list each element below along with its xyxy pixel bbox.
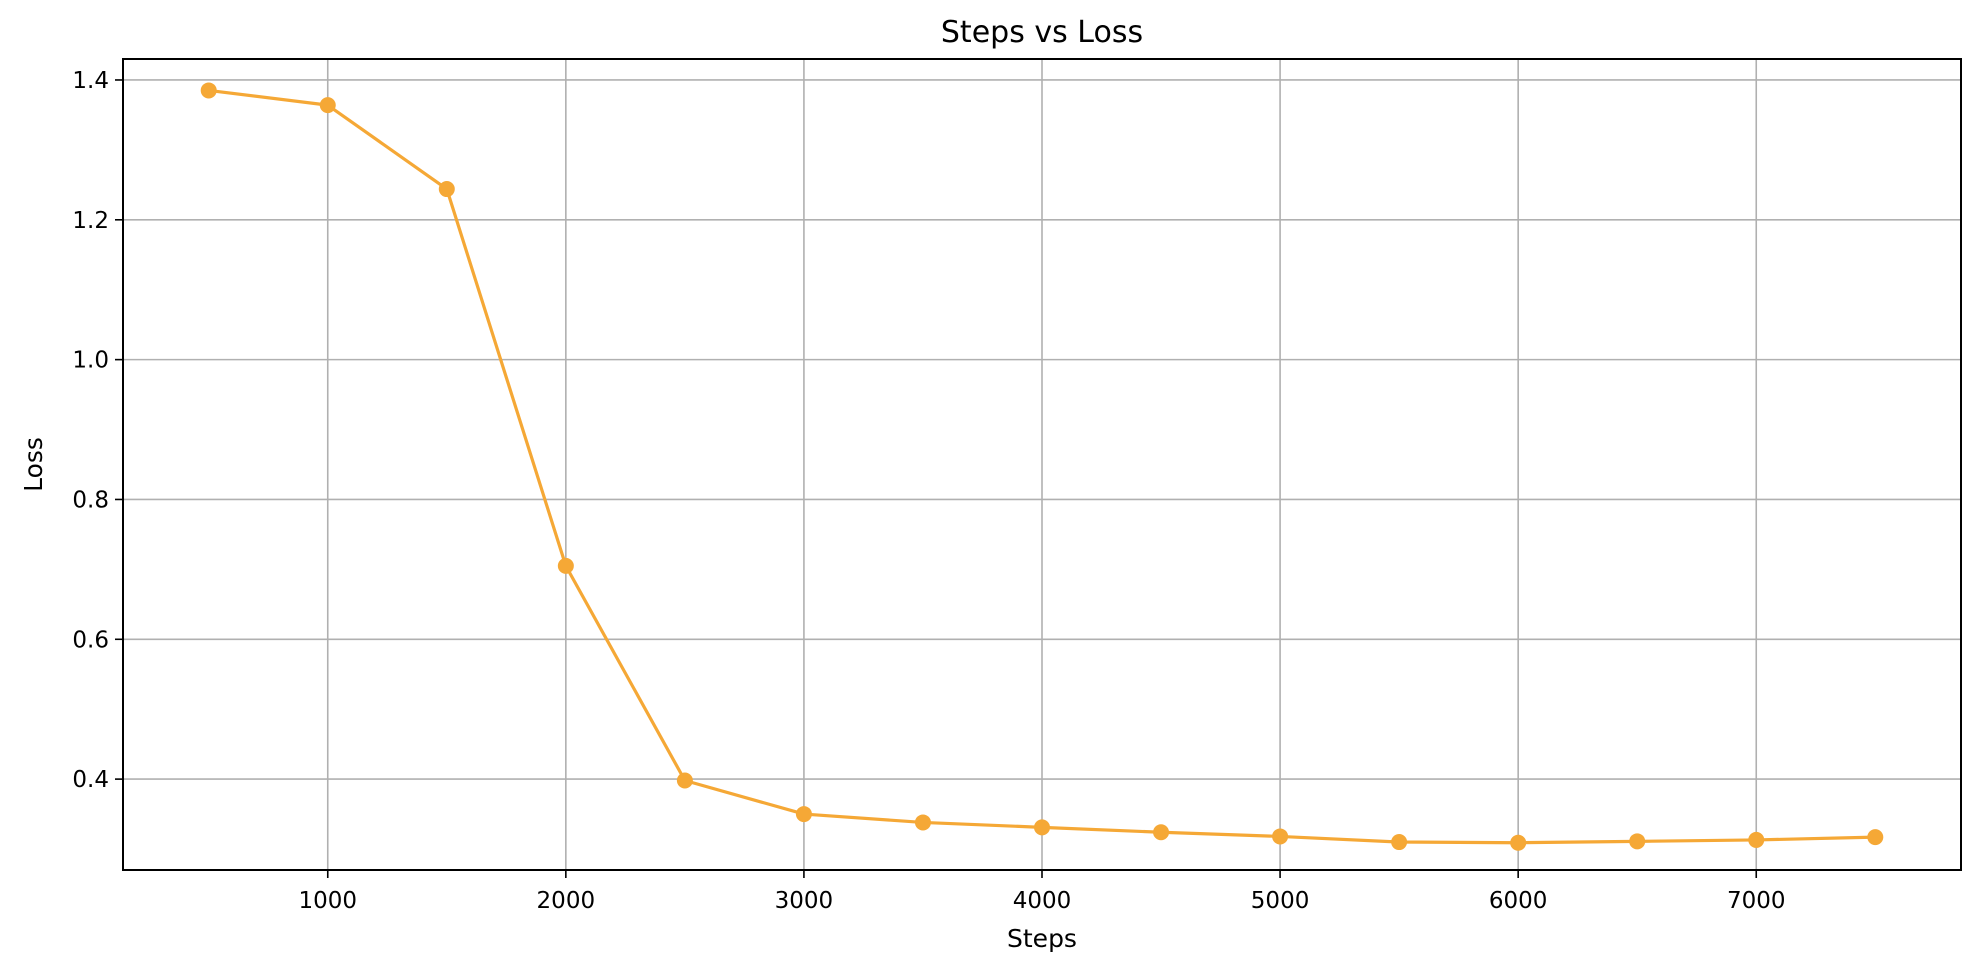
data-point <box>795 806 812 823</box>
data-point <box>1034 819 1050 836</box>
x-tick-label: 4000 <box>1013 888 1072 914</box>
y-tick-label: 1.4 <box>72 68 109 94</box>
data-point <box>1867 829 1884 846</box>
data-point <box>1629 833 1646 850</box>
data-point <box>200 82 217 99</box>
x-tick-label: 3000 <box>775 888 834 914</box>
chart-title: Steps vs Loss <box>941 15 1143 50</box>
data-point <box>1272 828 1289 845</box>
x-tick-label: 5000 <box>1251 888 1310 914</box>
series-layer <box>200 82 1884 851</box>
data-point <box>914 814 931 831</box>
data-point <box>676 772 693 789</box>
data-point <box>1391 834 1408 851</box>
x-tick-label: 6000 <box>1489 888 1548 914</box>
data-point <box>438 181 455 198</box>
x-tick-label: 7000 <box>1727 888 1786 914</box>
x-axis-label: Steps <box>1007 924 1077 953</box>
x-tick-label: 1000 <box>298 888 357 914</box>
data-point <box>1748 831 1765 848</box>
data-point <box>1510 834 1527 851</box>
y-tick-label: 0.4 <box>72 767 109 793</box>
data-point <box>557 557 574 574</box>
data-point <box>1153 824 1170 841</box>
y-tick-label: 0.8 <box>72 487 109 513</box>
data-point <box>319 97 336 114</box>
grid <box>123 59 1961 870</box>
y-tick-label: 0.6 <box>72 627 109 653</box>
ticks: 1000 2000 3000 4000 5000 6000 7000 0.4 0.6 0.8 1.0… <box>72 68 1785 914</box>
y-axis-label: Loss <box>19 437 48 492</box>
x-tick-label: 2000 <box>537 888 596 914</box>
y-tick-label: 1.2 <box>72 208 109 234</box>
y-tick-label: 1.0 <box>72 348 109 374</box>
